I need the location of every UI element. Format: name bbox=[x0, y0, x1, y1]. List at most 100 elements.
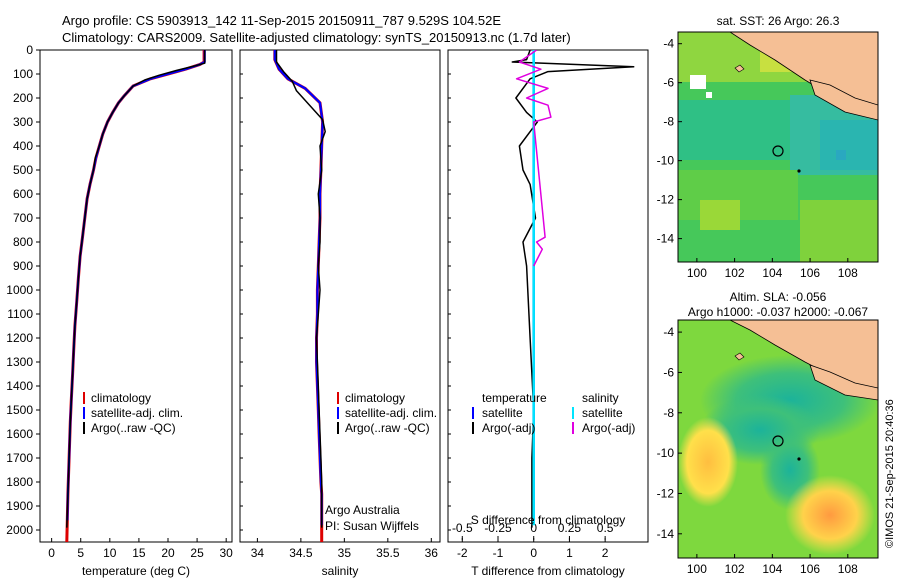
lon-tick-label: 106 bbox=[800, 562, 820, 576]
salinity-legend: climatology satellite-adj. clim. Argo(..… bbox=[325, 391, 437, 533]
series-argo-raw-qc- bbox=[275, 50, 326, 528]
difference-legend: temperature satellite Argo(-adj) salinit… bbox=[472, 391, 635, 435]
legend-satellite-label: satellite-adj. clim. bbox=[345, 406, 437, 420]
depth-tick-label: 800 bbox=[13, 235, 33, 249]
lon-tick-label: 108 bbox=[838, 562, 858, 576]
x-tick-label: 20 bbox=[161, 546, 175, 560]
lat-tick-label: -8 bbox=[663, 115, 674, 129]
lat-tick-label: -6 bbox=[663, 76, 674, 90]
difference-panel bbox=[447, 49, 649, 543]
depth-tick-label: 1500 bbox=[6, 403, 33, 417]
salinity-panel bbox=[239, 49, 441, 543]
legend-temp-argo-label: Argo(-adj) bbox=[482, 421, 535, 435]
depth-tick-label: 300 bbox=[13, 115, 33, 129]
figure-title-line2: Climatology: CARS2009. Satellite-adjuste… bbox=[62, 30, 571, 45]
temperature-legend: climatology satellite-adj. clim. Argo(..… bbox=[83, 391, 183, 435]
depth-tick-label: 0 bbox=[26, 43, 33, 57]
lon-tick-label: 102 bbox=[725, 562, 745, 576]
legend-argo-label: Argo(..raw -QC) bbox=[345, 421, 430, 435]
lon-tick-label: 108 bbox=[838, 266, 858, 280]
depth-tick-label: 2000 bbox=[6, 523, 33, 537]
x-tick-label: -2 bbox=[457, 546, 468, 560]
depth-tick-label: 900 bbox=[13, 259, 33, 273]
x-tick-label: 34.5 bbox=[289, 546, 313, 560]
legend-satellite-label: satellite-adj. clim. bbox=[91, 406, 183, 420]
argo-location-marker bbox=[772, 435, 784, 447]
difference-series bbox=[511, 50, 635, 528]
x-tick-label: 1 bbox=[566, 546, 573, 560]
figure-title-line1: Argo profile: CS 5903913_142 11-Sep-2015… bbox=[62, 13, 501, 28]
legend-temperature-title: temperature bbox=[482, 391, 547, 405]
lon-tick-label: 100 bbox=[687, 266, 707, 280]
x-tick-label: -0.25 bbox=[484, 521, 512, 535]
lon-tick-label: 104 bbox=[762, 562, 782, 576]
lat-tick-label: -14 bbox=[657, 232, 675, 246]
series-salinity-argo-adj- bbox=[515, 50, 552, 267]
lon-tick-label: 104 bbox=[762, 266, 782, 280]
sst-map bbox=[677, 31, 879, 263]
lon-tick-label: 106 bbox=[800, 266, 820, 280]
sst-map-axes: -4 -6 -8 -10 -12 -14 100 102 104 106 108 bbox=[657, 37, 858, 280]
difference-xlabel: T difference from climatology bbox=[471, 564, 625, 578]
depth-tick-label: 1400 bbox=[6, 379, 33, 393]
x-tick-label: 36 bbox=[425, 546, 439, 560]
depth-tick-label: 1600 bbox=[6, 427, 33, 441]
depth-tick-label: 1300 bbox=[6, 355, 33, 369]
x-tick-label: 0.5 bbox=[597, 521, 614, 535]
difference-xlabel-top: S difference from climatology bbox=[471, 513, 626, 527]
sla-map-axes: -4 -6 -8 -10 -12 -14 100 102 104 106 108 bbox=[657, 325, 858, 576]
x-tick-label: 0 bbox=[48, 546, 55, 560]
depth-tick-label: 200 bbox=[13, 91, 33, 105]
island-marker bbox=[797, 169, 801, 173]
series-satellite-adj-clim- bbox=[273, 50, 324, 526]
x-tick-label: 0 bbox=[530, 546, 537, 560]
legend-temp-satellite-label: satellite bbox=[482, 406, 523, 420]
depth-tick-label: 1100 bbox=[7, 307, 33, 321]
x-tick-label: 35 bbox=[338, 546, 352, 560]
x-tick-label: 0.25 bbox=[558, 521, 582, 535]
depth-tick-label: 600 bbox=[13, 187, 33, 201]
x-tick-label: 15 bbox=[132, 546, 146, 560]
lon-tick-label: 102 bbox=[725, 266, 745, 280]
difference-x-axis: -2 -1 0 1 2 -0.5 -0.25 0 0.25 0.5 bbox=[452, 521, 614, 560]
depth-tick-label: 500 bbox=[13, 163, 33, 177]
legend-argo-label: Argo(..raw -QC) bbox=[91, 421, 176, 435]
legend-sal-satellite-label: satellite bbox=[582, 406, 623, 420]
depth-tick-label: 400 bbox=[13, 139, 33, 153]
argo-location-marker bbox=[772, 145, 784, 157]
x-tick-label: 5 bbox=[77, 546, 84, 560]
legend-salinity-title: salinity bbox=[582, 391, 619, 405]
depth-tick-label: 1900 bbox=[6, 499, 33, 513]
credit-pi: PI: Susan Wijffels bbox=[325, 519, 419, 533]
x-tick-label: -1 bbox=[493, 546, 504, 560]
temperature-x-axis: 0 5 10 15 20 25 30 bbox=[48, 538, 233, 560]
depth-axis: 0 100 200 300 400 500 600 700 800 900 1000 1100 1200… bbox=[6, 43, 451, 537]
imos-watermark: ©IMOS 21-Sep-2015 20:40:36 bbox=[884, 399, 896, 548]
x-tick-label: 30 bbox=[220, 546, 234, 560]
temperature-panel bbox=[39, 49, 233, 543]
sst-map-title: sat. SST: 26 Argo: 26.3 bbox=[717, 14, 840, 28]
lat-tick-label: -6 bbox=[663, 365, 674, 379]
legend-climatology-label: climatology bbox=[91, 391, 151, 405]
x-tick-label: 0 bbox=[530, 521, 537, 535]
depth-tick-label: 1000 bbox=[6, 283, 33, 297]
salinity-x-axis: 34 34.5 35 35.5 36 bbox=[251, 538, 439, 560]
depth-tick-label: 1700 bbox=[6, 451, 33, 465]
lat-tick-label: -4 bbox=[663, 325, 674, 339]
lon-tick-label: 100 bbox=[687, 562, 707, 576]
legend-climatology-label: climatology bbox=[345, 391, 405, 405]
salinity-xlabel: salinity bbox=[322, 564, 359, 578]
series-argo-raw-qc- bbox=[66, 50, 206, 528]
x-tick-label: 35.5 bbox=[376, 546, 400, 560]
x-tick-label: 2 bbox=[602, 546, 609, 560]
legend-sal-argo-label: Argo(-adj) bbox=[582, 421, 635, 435]
depth-tick-label: 1800 bbox=[6, 475, 33, 489]
sla-map-title-line2: Argo h1000: -0.037 h2000: -0.067 bbox=[688, 305, 868, 319]
x-tick-label: -0.5 bbox=[452, 521, 473, 535]
salinity-series bbox=[273, 50, 326, 542]
credit-argo-australia: Argo Australia bbox=[325, 503, 400, 517]
x-tick-label: 34 bbox=[251, 546, 265, 560]
x-tick-label: 25 bbox=[190, 546, 204, 560]
island-marker bbox=[797, 457, 801, 461]
